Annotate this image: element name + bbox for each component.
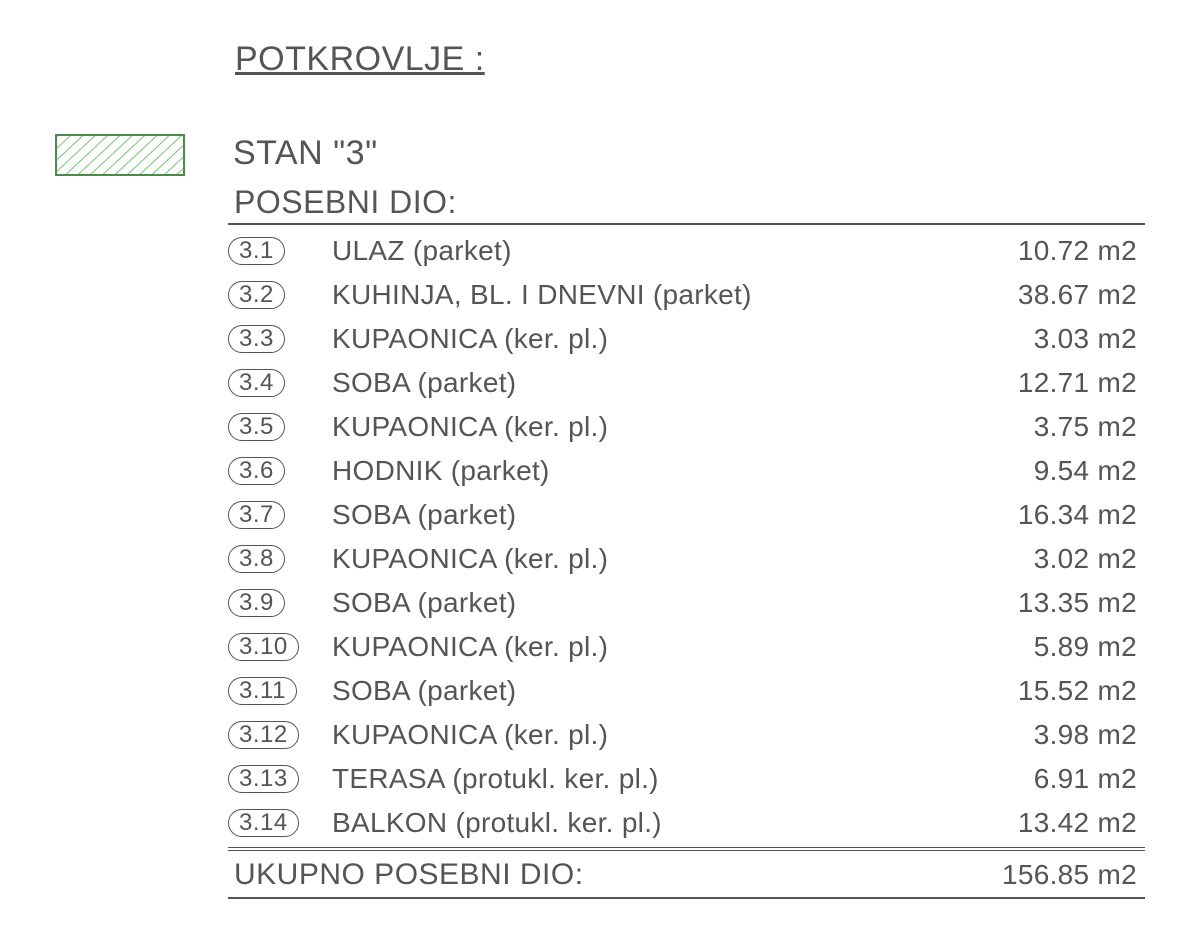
room-id-cell: 3.1: [228, 237, 324, 265]
hatch-swatch: [55, 134, 185, 176]
room-id-cell: 3.14: [228, 809, 324, 837]
room-id-cell: 3.7: [228, 501, 324, 529]
total-row: UKUPNO POSEBNI DIO: 156.85 m2: [228, 851, 1145, 899]
room-id-cell: 3.5: [228, 413, 324, 441]
room-area: 5.89 m2: [975, 631, 1145, 663]
room-area: 3.03 m2: [975, 323, 1145, 355]
table-row: 3.8 KUPAONICA (ker. pl.)3.02 m2: [228, 537, 1145, 581]
floor-title: POTKROVLJE :: [235, 40, 1145, 79]
room-label: KUPAONICA (ker. pl.): [324, 719, 975, 751]
table-row: 3.9 SOBA (parket)13.35 m2: [228, 581, 1145, 625]
room-label: KUPAONICA (ker. pl.): [324, 543, 975, 575]
section-title: POSEBNI DIO:: [228, 184, 1145, 225]
table-row: 3.4 SOBA (parket)12.71 m2: [228, 361, 1145, 405]
room-area: 38.67 m2: [975, 279, 1145, 311]
room-area: 12.71 m2: [975, 367, 1145, 399]
room-label: KUPAONICA (ker. pl.): [324, 631, 975, 663]
room-id-badge: 3.11: [228, 677, 297, 705]
total-label: UKUPNO POSEBNI DIO:: [228, 858, 945, 892]
room-id-cell: 3.3: [228, 325, 324, 353]
room-label: KUPAONICA (ker. pl.): [324, 411, 975, 443]
room-id-cell: 3.8: [228, 545, 324, 573]
room-id-badge: 3.9: [228, 589, 285, 617]
table-row: 3.6 HODNIK (parket)9.54 m2: [228, 449, 1145, 493]
room-area: 3.98 m2: [975, 719, 1145, 751]
table-row: 3.10 KUPAONICA (ker. pl.)5.89 m2: [228, 625, 1145, 669]
room-id-badge: 3.12: [228, 721, 299, 749]
table-row: 3.1 ULAZ (parket)10.72 m2: [228, 229, 1145, 273]
table-row: 3.3 KUPAONICA (ker. pl.)3.03 m2: [228, 317, 1145, 361]
room-id-badge: 3.5: [228, 413, 285, 441]
room-id-badge: 3.4: [228, 369, 285, 397]
room-area: 9.54 m2: [975, 455, 1145, 487]
room-id-badge: 3.14: [228, 809, 299, 837]
room-area: 13.35 m2: [975, 587, 1145, 619]
room-label: SOBA (parket): [324, 587, 975, 619]
room-id-cell: 3.6: [228, 457, 324, 485]
room-id-cell: 3.9: [228, 589, 324, 617]
table-row: 3.11 SOBA (parket)15.52 m2: [228, 669, 1145, 713]
table-row: 3.14 BALKON (protukl. ker. pl.)13.42 m2: [228, 801, 1145, 845]
room-id-cell: 3.10: [228, 633, 324, 661]
table-row: 3.13 TERASA (protukl. ker. pl.)6.91 m2: [228, 757, 1145, 801]
room-label: BALKON (protukl. ker. pl.): [324, 807, 975, 839]
table-row: 3.12 KUPAONICA (ker. pl.)3.98 m2: [228, 713, 1145, 757]
room-id-badge: 3.13: [228, 765, 299, 793]
room-id-cell: 3.11: [228, 677, 324, 705]
room-id-badge: 3.8: [228, 545, 285, 573]
apartment-name: STAN "3": [233, 134, 378, 173]
room-label: SOBA (parket): [324, 675, 975, 707]
room-label: KUPAONICA (ker. pl.): [324, 323, 975, 355]
room-id-cell: 3.4: [228, 369, 324, 397]
room-area: 3.75 m2: [975, 411, 1145, 443]
room-id-badge: 3.1: [228, 237, 285, 265]
room-label: SOBA (parket): [324, 367, 975, 399]
room-area: 3.02 m2: [975, 543, 1145, 575]
room-id-badge: 3.6: [228, 457, 285, 485]
rooms-table: 3.1 ULAZ (parket)10.72 m2 3.2 KUHINJA, BL. …: [228, 229, 1145, 851]
room-id-badge: 3.3: [228, 325, 285, 353]
document-container: POTKROVLJE : STAN "3" POSEBNI DIO: 3.1 UL…: [55, 40, 1145, 899]
room-area: 15.52 m2: [975, 675, 1145, 707]
table-row: 3.2 KUHINJA, BL. I DNEVNI (parket)38.67 m…: [228, 273, 1145, 317]
room-area: 16.34 m2: [975, 499, 1145, 531]
room-label: SOBA (parket): [324, 499, 975, 531]
total-area: 156.85 m2: [945, 859, 1145, 891]
room-id-badge: 3.10: [228, 633, 299, 661]
room-id-cell: 3.2: [228, 281, 324, 309]
room-id-cell: 3.13: [228, 765, 324, 793]
room-id-badge: 3.7: [228, 501, 285, 529]
room-label: HODNIK (parket): [324, 455, 975, 487]
table-row: 3.7 SOBA (parket)16.34 m2: [228, 493, 1145, 537]
room-area: 13.42 m2: [975, 807, 1145, 839]
room-label: TERASA (protukl. ker. pl.): [324, 763, 975, 795]
room-id-badge: 3.2: [228, 281, 285, 309]
room-label: KUHINJA, BL. I DNEVNI (parket): [324, 279, 975, 311]
rooms-section: POSEBNI DIO: 3.1 ULAZ (parket)10.72 m2 3.2…: [228, 184, 1145, 899]
room-id-cell: 3.12: [228, 721, 324, 749]
room-area: 10.72 m2: [975, 235, 1145, 267]
table-row: 3.5 KUPAONICA (ker. pl.)3.75 m2: [228, 405, 1145, 449]
room-label: ULAZ (parket): [324, 235, 975, 267]
apartment-header: STAN "3": [55, 134, 1145, 176]
room-area: 6.91 m2: [975, 763, 1145, 795]
